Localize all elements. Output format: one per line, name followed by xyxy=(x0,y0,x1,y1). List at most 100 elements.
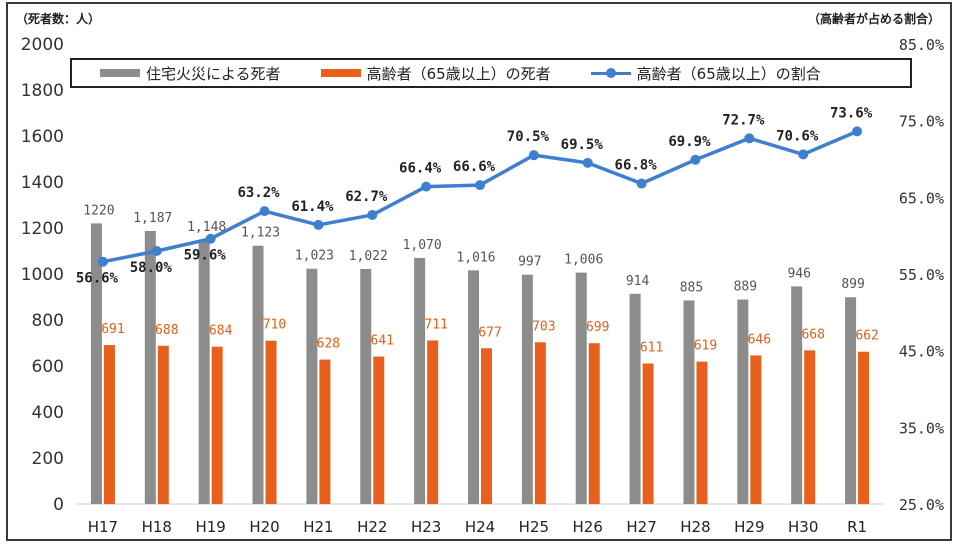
left-axis-unit: （死者数：人） xyxy=(16,12,101,26)
point-elderly-ratio xyxy=(852,126,863,137)
y-tick-label: 400 xyxy=(32,403,64,423)
x-tick-label: H19 xyxy=(195,518,225,536)
bar-elderly-deaths xyxy=(373,356,385,504)
data-label-total-deaths: 899 xyxy=(841,277,864,292)
data-label-total-deaths: 1,123 xyxy=(241,226,280,241)
bar-elderly-deaths xyxy=(157,345,169,504)
y2-tick-label: 55.0% xyxy=(899,266,944,284)
bar-elderly-deaths xyxy=(103,345,115,504)
legend-item-elderly-ratio: 高齢者（65歳以上）の割合 xyxy=(590,63,821,84)
legend: 住宅火災による死者 高齢者（65歳以上）の死者 高齢者（65歳以上）の割合 xyxy=(70,58,912,88)
point-elderly-ratio xyxy=(151,246,162,256)
bar-elderly-deaths xyxy=(265,340,277,504)
data-label-elderly-ratio: 69.5% xyxy=(561,137,604,153)
point-elderly-ratio xyxy=(205,233,216,244)
y-tick-label: 2000 xyxy=(21,35,64,55)
bar-elderly-deaths xyxy=(696,361,708,504)
bar-total-deaths xyxy=(90,223,102,504)
point-elderly-ratio xyxy=(636,178,647,189)
data-label-total-deaths: 914 xyxy=(626,274,650,289)
data-label-elderly-ratio: 62.7% xyxy=(345,189,388,205)
bar-elderly-deaths xyxy=(481,348,492,504)
x-tick-label: H20 xyxy=(249,518,279,536)
bar-elderly-deaths xyxy=(319,359,331,504)
data-label-total-deaths: 1,023 xyxy=(295,249,334,264)
x-tick-label: H28 xyxy=(680,518,710,536)
y2-tick-label: 85.0% xyxy=(899,36,944,54)
bar-elderly-deaths xyxy=(588,343,600,504)
right-axis-unit: （高齢者が占める割合） xyxy=(807,12,940,26)
bar-total-deaths xyxy=(306,268,318,504)
y-tick-label: 1800 xyxy=(21,81,64,101)
bar-elderly-deaths xyxy=(642,363,654,504)
y-tick-label: 800 xyxy=(32,311,64,331)
chart-frame: 0 200 400 600 800 1000 1200 1400 1600 1800 2000 25.… xyxy=(6,2,952,541)
data-label-elderly-deaths: 710 xyxy=(263,318,286,333)
y2-tick-label: 65.0% xyxy=(899,189,944,207)
legend-item-total-deaths: 住宅火災による死者 xyxy=(100,63,281,84)
point-elderly-ratio xyxy=(97,256,108,267)
data-label-total-deaths: 1,148 xyxy=(187,220,226,235)
point-elderly-ratio xyxy=(259,206,270,217)
data-label-total-deaths: 946 xyxy=(787,266,810,281)
x-tick-label: H23 xyxy=(411,518,441,536)
bar-elderly-deaths xyxy=(858,351,870,504)
bar-total-deaths xyxy=(414,257,426,504)
data-label-elderly-ratio: 56.6% xyxy=(76,271,119,287)
bar-total-deaths xyxy=(144,230,156,505)
data-label-elderly-deaths: 703 xyxy=(532,319,555,334)
x-tick-label: H18 xyxy=(142,518,172,536)
data-label-elderly-deaths: 684 xyxy=(209,324,233,339)
x-tick-label: R1 xyxy=(847,518,867,536)
data-label-elderly-ratio: 72.7% xyxy=(722,112,765,128)
point-elderly-ratio xyxy=(475,180,485,191)
data-label-elderly-ratio: 70.6% xyxy=(776,128,819,144)
data-label-elderly-deaths: 619 xyxy=(694,339,717,354)
bar-total-deaths xyxy=(575,272,587,504)
data-label-elderly-ratio: 69.9% xyxy=(668,134,711,150)
legend-swatch-elderly-ratio xyxy=(590,67,631,78)
data-label-elderly-deaths: 699 xyxy=(586,320,609,335)
combo-chart: 0 200 400 600 800 1000 1200 1400 1600 1800 2000 25.… xyxy=(21,35,944,536)
bar-elderly-deaths xyxy=(534,342,546,504)
bar-total-deaths xyxy=(791,286,803,504)
data-label-elderly-deaths: 711 xyxy=(424,317,447,332)
bar-elderly-deaths xyxy=(211,346,223,504)
data-label-total-deaths: 1220 xyxy=(83,203,114,218)
y-tick-label: 600 xyxy=(32,357,64,377)
y2-tick-label: 35.0% xyxy=(899,419,944,437)
y2-tick-label: 45.0% xyxy=(899,343,944,361)
legend-label-elderly-deaths: 高齢者（65歳以上）の死者 xyxy=(366,64,551,83)
legend-swatch-total-deaths xyxy=(100,69,140,77)
bar-total-deaths xyxy=(252,245,264,504)
legend-item-elderly-deaths: 高齢者（65歳以上）の死者 xyxy=(320,63,551,84)
bar-total-deaths xyxy=(683,300,695,504)
point-elderly-ratio xyxy=(421,181,432,192)
point-elderly-ratio xyxy=(367,209,378,220)
point-elderly-ratio xyxy=(690,154,701,165)
x-tick-label: H24 xyxy=(465,518,495,536)
data-label-total-deaths: 1,016 xyxy=(456,250,495,265)
y2-tick-label: 75.0% xyxy=(899,113,944,131)
data-label-elderly-deaths: 611 xyxy=(640,340,663,355)
y2-tick-label: 25.0% xyxy=(899,496,944,514)
data-label-elderly-deaths: 668 xyxy=(801,327,824,342)
data-label-total-deaths: 1,187 xyxy=(133,211,172,226)
data-label-elderly-ratio: 61.4% xyxy=(291,199,334,215)
y-tick-label: 1600 xyxy=(21,127,64,147)
x-tick-label: H22 xyxy=(357,518,387,536)
x-tick-label: H21 xyxy=(303,518,333,536)
data-label-elderly-deaths: 628 xyxy=(317,337,340,352)
data-label-total-deaths: 1,070 xyxy=(403,238,442,253)
bar-total-deaths xyxy=(521,274,533,504)
x-tick-label: H30 xyxy=(788,518,818,536)
bar-elderly-deaths xyxy=(750,355,762,504)
series-line-elderly-ratio xyxy=(102,129,858,264)
data-label-elderly-deaths: 691 xyxy=(101,322,124,337)
data-label-total-deaths: 885 xyxy=(680,280,703,295)
point-elderly-ratio xyxy=(798,149,809,160)
data-label-elderly-ratio: 66.4% xyxy=(399,161,442,177)
point-elderly-ratio xyxy=(582,157,593,168)
data-label-elderly-deaths: 662 xyxy=(855,329,878,344)
y-tick-label: 1000 xyxy=(21,265,64,285)
